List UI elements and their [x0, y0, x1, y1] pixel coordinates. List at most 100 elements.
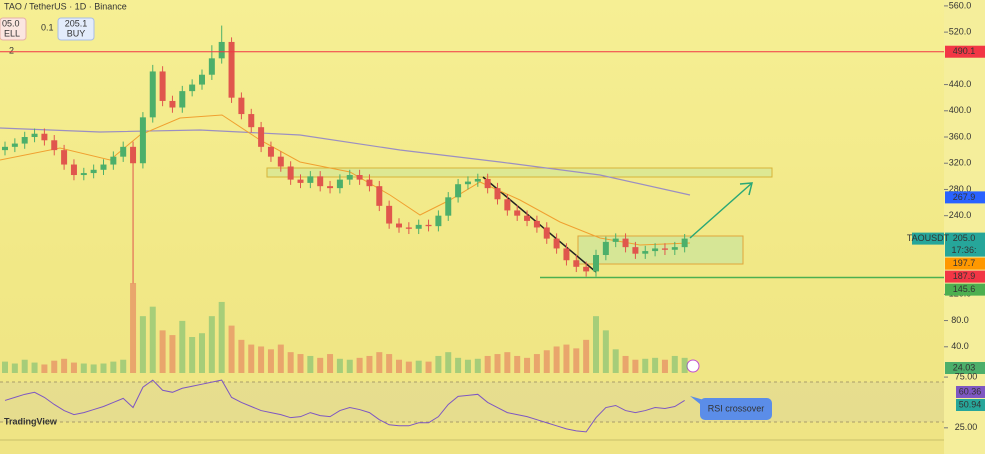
- volume-bar: [267, 349, 274, 373]
- volume-bar: [258, 346, 265, 373]
- ticker-label: TAOUSDT: [907, 233, 950, 243]
- volume-bar: [405, 361, 412, 373]
- candle-body: [474, 178, 481, 182]
- candle-body: [445, 197, 452, 216]
- y-tick-label: 520.0: [949, 26, 972, 36]
- y-tick-label: 240.0: [949, 210, 972, 220]
- candle-body: [583, 266, 590, 272]
- arrow-head: [739, 182, 753, 196]
- volume-bar: [179, 320, 186, 373]
- pane-number: 2: [9, 45, 14, 55]
- candle-body: [258, 127, 265, 147]
- resistance-zone: [266, 167, 773, 178]
- buy-price: 205.1: [65, 18, 88, 28]
- rsi-line: [4, 379, 685, 433]
- candle-body: [386, 205, 393, 224]
- candle-body: [514, 210, 521, 216]
- candle-body: [524, 215, 531, 221]
- volume-bar: [336, 358, 343, 373]
- buy-button[interactable]: [57, 17, 95, 41]
- candle-body: [356, 175, 363, 180]
- rsi-label-bg: [956, 386, 985, 398]
- volume-bar: [218, 301, 225, 373]
- volume-bar: [593, 316, 599, 373]
- price-label-bg: [945, 283, 985, 296]
- candle-body: [612, 238, 619, 242]
- volume-bar: [346, 359, 353, 373]
- volume-bar: [602, 330, 609, 373]
- volume-bar: [622, 355, 629, 373]
- candle-body: [41, 133, 48, 141]
- candle-body: [317, 176, 324, 187]
- candle-body: [336, 179, 343, 189]
- candle-body: [70, 164, 77, 176]
- candle-body: [238, 97, 245, 115]
- candle-body: [130, 146, 137, 164]
- volume-bar: [51, 360, 58, 373]
- volume-label-bg: [945, 362, 985, 374]
- volume-bar: [31, 362, 38, 373]
- volume-bar: [642, 358, 649, 373]
- candle-body: [297, 179, 304, 183]
- volume-bar: [366, 355, 373, 373]
- candle-body: [218, 41, 225, 59]
- candle-body: [593, 255, 599, 272]
- price-label-bg: [945, 45, 985, 58]
- rsi-tick-label: 25.00: [955, 422, 978, 432]
- candle-body: [533, 220, 540, 228]
- candle-body: [228, 41, 235, 98]
- rsi-value-label: 60.36: [959, 386, 982, 396]
- y-tick-label: 560.0: [949, 0, 972, 10]
- rsi-band: [0, 382, 944, 422]
- volume-bar: [248, 344, 255, 373]
- candle-body: [435, 215, 442, 227]
- price-label: 205.0: [953, 233, 976, 243]
- candle-body: [415, 224, 422, 229]
- volume-bar: [504, 352, 511, 373]
- candle-body: [110, 156, 117, 165]
- volume-bar: [238, 339, 245, 373]
- candle-body: [199, 74, 205, 85]
- candle-body: [543, 227, 550, 239]
- event-icon[interactable]: [686, 359, 700, 373]
- volume-bar: [199, 333, 205, 373]
- candle-body: [602, 241, 609, 256]
- moving-average-long: [0, 127, 691, 196]
- ticker-bg: [912, 232, 944, 245]
- candle-body: [100, 164, 107, 170]
- candle-body: [553, 238, 560, 249]
- y-tick-label: 40.0: [951, 341, 969, 351]
- price-label-bg: [945, 270, 985, 283]
- rsi-label-bg: [956, 399, 985, 411]
- candle-body: [464, 181, 471, 185]
- candle-body: [307, 176, 314, 183]
- countdown: 17:36:: [951, 245, 976, 255]
- volume-bar: [464, 359, 471, 373]
- volume-bar: [149, 306, 156, 373]
- candle-body: [120, 146, 127, 157]
- candle-body: [149, 71, 156, 118]
- volume-bar: [455, 357, 462, 373]
- volume-bar: [169, 335, 176, 373]
- volume-bar: [661, 359, 668, 373]
- volume-bar: [484, 355, 491, 373]
- volume-bar: [612, 349, 619, 373]
- price-label-bg: [945, 191, 985, 204]
- candle-body: [661, 248, 668, 250]
- volume-bar: [228, 325, 235, 373]
- volume-bar: [445, 352, 452, 373]
- candle-body: [376, 186, 383, 206]
- price-label: 490.1: [953, 46, 976, 56]
- volume-bar: [671, 355, 678, 373]
- consolidation-box: [577, 235, 744, 265]
- sell-button[interactable]: [0, 17, 27, 41]
- volume-bar: [415, 360, 422, 373]
- volume-bar: [277, 344, 284, 373]
- spread: 0.1: [41, 22, 54, 32]
- volume-bar: [632, 359, 639, 373]
- rsi-value-label: 50.94: [959, 399, 982, 409]
- volume-bar: [159, 330, 166, 373]
- candle-body: [622, 238, 629, 248]
- volume-bar: [494, 354, 501, 373]
